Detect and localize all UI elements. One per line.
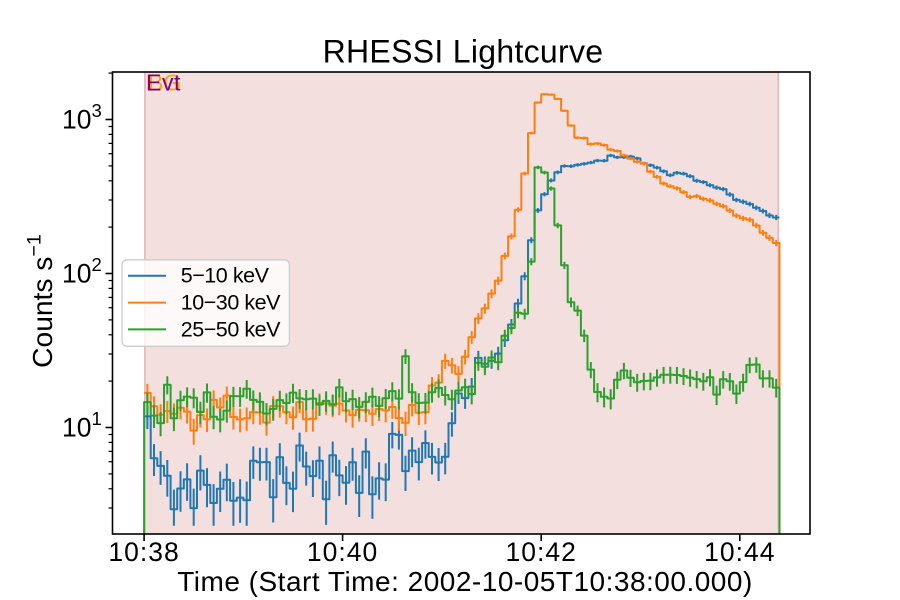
svg-text:10:42: 10:42 [506,537,577,567]
svg-text:10−30 keV: 10−30 keV [181,290,281,314]
svg-text:Counts s−1: Counts s−1 [24,234,59,368]
svg-text:Time (Start Time: 2002-10-05T1: Time (Start Time: 2002-10-05T10:38:00.00… [177,566,753,597]
svg-text:Evt: Evt [146,70,181,96]
svg-text:10:38: 10:38 [108,537,179,567]
svg-text:25−50 keV: 25−50 keV [181,317,281,341]
svg-text:BG: BG [148,70,181,96]
svg-text:10:40: 10:40 [307,537,378,567]
svg-text:10:44: 10:44 [704,537,775,567]
svg-text:RHESSI Lightcurve: RHESSI Lightcurve [323,34,604,70]
svg-text:5−10 keV: 5−10 keV [181,264,270,288]
